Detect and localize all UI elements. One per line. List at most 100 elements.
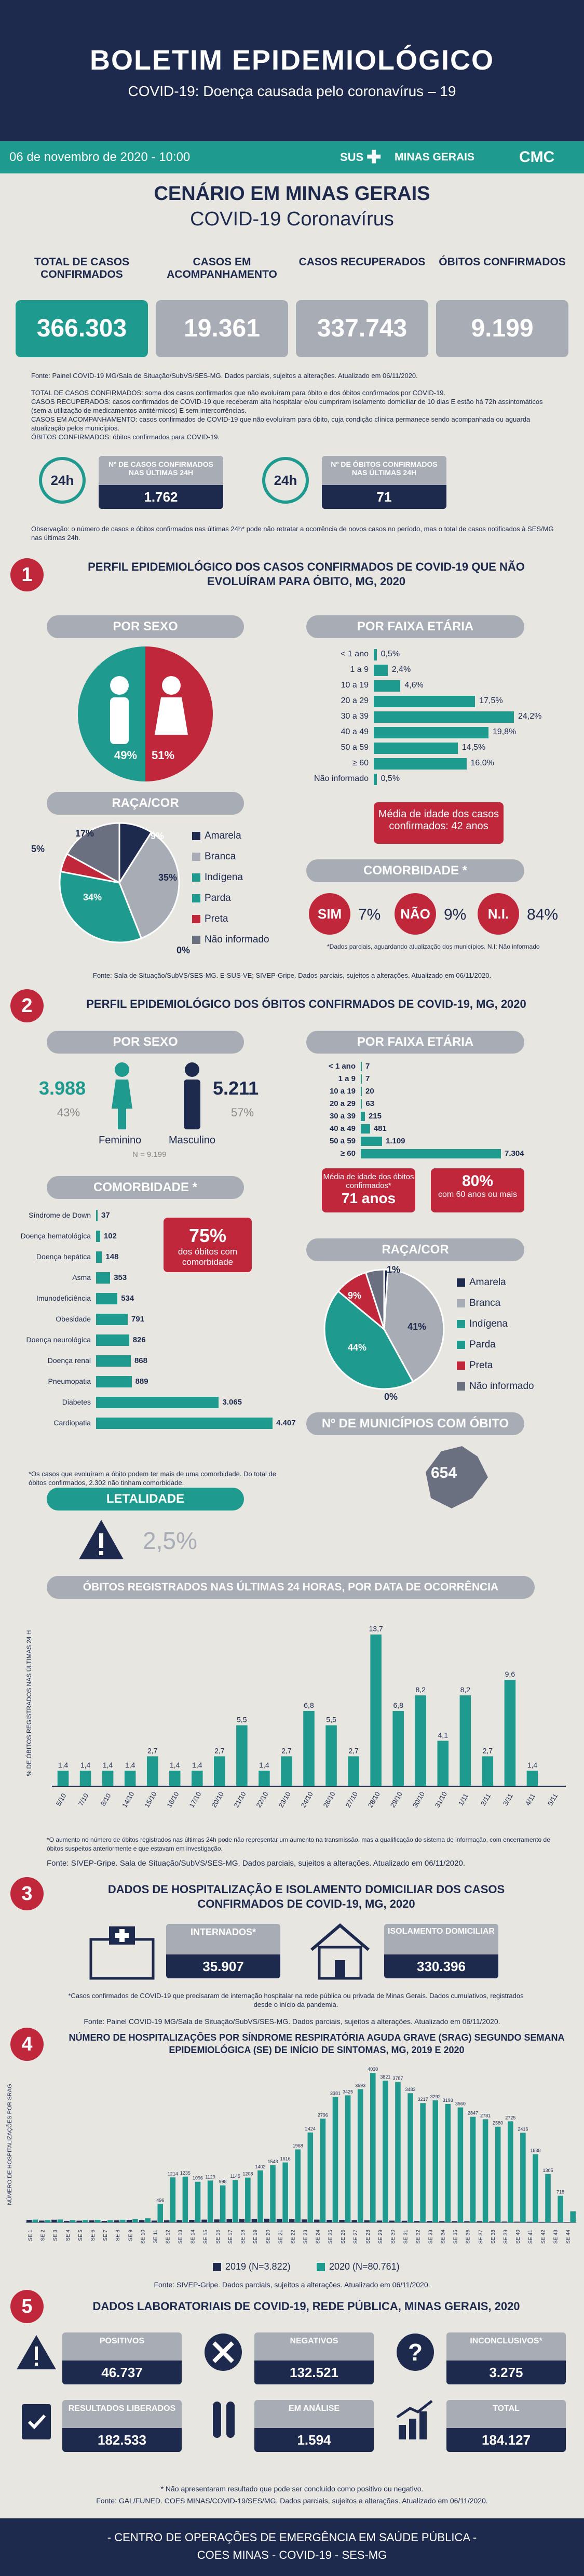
mean-age-1: Média de idade dos casos confirmados: 42… [374,802,504,844]
d24-value-2: 1,4 [103,1761,113,1769]
srag-2020-bar-42 [558,2195,563,2222]
srag-xlabel-14: SE 15 [203,2230,209,2244]
srag-xlabel-20: SE 21 [278,2230,283,2244]
age2-label-7: ≥ 60 [340,1149,356,1158]
como-bar-8 [96,1376,132,1387]
age1-value-2: 4,6% [404,681,424,690]
legend-label-1: Branca [469,1298,501,1309]
como-bar-7 [96,1355,131,1367]
d24-value-0: 1,4 [58,1761,69,1769]
srag-2020-value-19: 1543 [268,2159,278,2164]
d24-value-21: 1,4 [527,1761,538,1769]
s2-race-title: RAÇA/COR [306,1238,524,1261]
d24-bar-2 [102,1771,114,1786]
srag-2020-value-23: 2796 [318,2112,328,2118]
srag-xlabel-42: SE 43 [553,2230,559,2244]
srag-2019-bar-13 [189,2220,195,2222]
srag-2020-value-11: 1214 [168,2171,178,2176]
legend-item-1: Branca [192,846,269,867]
pie-slice-3 [323,1290,414,1390]
s1-age-title: POR FAIXA ETÁRIA [306,615,524,638]
note-1: CASOS RECUPERADOS: casos confirmados de … [31,398,543,414]
mas-pct: 57% [231,1106,254,1119]
iso-label: ISOLAMENTO DOMICILIAR [388,1927,495,1936]
pie-slice-3 [59,870,143,943]
d24-bar-11 [303,1710,315,1786]
mg-logo: MINAS GERAIS [395,151,475,163]
iso-value: 330.396 [384,1954,498,1978]
age1-value-3: 17,5% [479,696,503,705]
d24-value-4: 2,7 [147,1746,158,1755]
srag-2020-bar-8 [132,2219,138,2222]
srag-2019-bar-15 [214,2219,220,2222]
legend-label-0: Amarela [205,830,241,841]
como-value-6: 826 [132,1336,146,1344]
female-icon [162,676,181,695]
legend-label-4: Preta [205,913,228,924]
scenario-source: Fonte: Painel COVID-19 MG/Sala de Situaç… [31,372,418,380]
s5-source: Fonte: GAL/FUNED. COES MINAS/COVID-19/SE… [96,2497,488,2505]
srag-xlabel-8: SE 9 [128,2230,133,2241]
section-2-title: PERFIL EPIDEMIOLÓGICO DOS ÓBITOS CONFIRM… [86,997,526,1010]
race-legend-2: Amarela Branca Indígena Parda Preta Não infor… [457,1272,534,1397]
srag-2019-bar-37 [489,2221,495,2222]
srag-2020-value-42: 718 [556,2190,564,2195]
legend-2020: 2020 (N=80.761) [317,2261,400,2272]
cases-24h-label: Nº DE CASOS CONFIRMADOS NAS ÚLTIMAS 24H [108,460,213,477]
race-pie-2 [323,1269,445,1390]
svg-text:?: ? [408,2339,423,2366]
srag-2020-value-14: 1129 [205,2174,215,2179]
srag-2020-value-17: 1208 [242,2172,253,2177]
srag-xlabel-21: SE 22 [290,2230,296,2244]
lab-box-label-0: POSITIVOS [99,2337,145,2345]
como-value-2: 148 [105,1252,119,1261]
age1-label-8: Não informado [314,774,369,783]
srag-xlabel-28: SE 29 [378,2230,384,2244]
d24-xlabel-17: 31/10 [433,1790,449,1809]
srag-xlabel-33: SE 34 [441,2230,446,2244]
srag-2020-bar-12 [182,2176,188,2222]
note-2: CASOS EM ACOMPANHAMENTO: casos confirmad… [31,415,531,432]
srag-xlabel-9: SE 10 [140,2230,146,2244]
srag-xlabel-27: SE 28 [365,2230,371,2244]
legend-swatch-5 [457,1382,465,1391]
srag-2019-bar-7 [114,2220,120,2222]
d24-value-20: 9,6 [505,1670,515,1678]
s3-source: Fonte: Painel COVID-19 MG/Sala de Situaç… [84,2017,500,2026]
age1-value-5: 19,8% [492,727,517,736]
female-icon-body [155,697,188,735]
d24-xlabel-4: 15/10 [143,1790,158,1809]
como-ni-circle: N.I. [478,893,519,935]
srag-xlabel-38: SE 39 [503,2230,509,2244]
d24-bar-8 [236,1725,248,1786]
kpi-label-3: ÓBITOS CONFIRMADOS [439,256,566,268]
mun-value: 654 [431,1464,457,1481]
pie-slice-1 [383,1269,445,1383]
over60-label: com 60 anos ou mais [438,1190,518,1199]
bulletin-title: BOLETIM EPIDEMIOLÓGICO [89,45,494,76]
legend-swatch-1 [457,1299,465,1307]
sex-circle-chart [78,646,213,781]
srag-2020-bar-13 [195,2181,201,2222]
srag-2019-bar-22 [302,2219,307,2222]
d24-bar-20 [504,1680,516,1786]
section-4-title: NÚMERO DE HOSPITALIZAÇÕES POR SÍNDROME R… [69,2032,565,2055]
como-bar-1 [96,1231,100,1242]
d24-bar-9 [259,1771,270,1786]
section-3-title: DADOS DE HOSPITALIZAÇÃO E ISOLAMENTO DOM… [107,1883,505,1910]
srag-2019-bar-33 [439,2221,445,2222]
lab-box-3: RESULTADOS LIBERADOS 182.533 [62,2400,182,2452]
s2-sex-title: POR SEXO [47,1031,244,1054]
d24-value-15: 6,8 [393,1701,403,1709]
srag-2019-bar-2 [51,2219,57,2222]
female-figure-icon [112,1062,132,1129]
srag-ylabel: NÚMERO DE HOSPITALIZAÇÕES POR SRAG [6,2084,13,2205]
srag-2020-bar-18 [257,2170,263,2222]
srag-2019-bar-17 [239,2219,245,2222]
d24-bar-10 [281,1756,292,1786]
srag-2019-bar-11 [164,2220,170,2222]
s1-sex-title: POR SEXO [47,615,244,638]
legend-swatch-4 [457,1361,465,1370]
srag-2019-bar-35 [464,2221,470,2222]
d24-bar-21 [526,1771,538,1786]
